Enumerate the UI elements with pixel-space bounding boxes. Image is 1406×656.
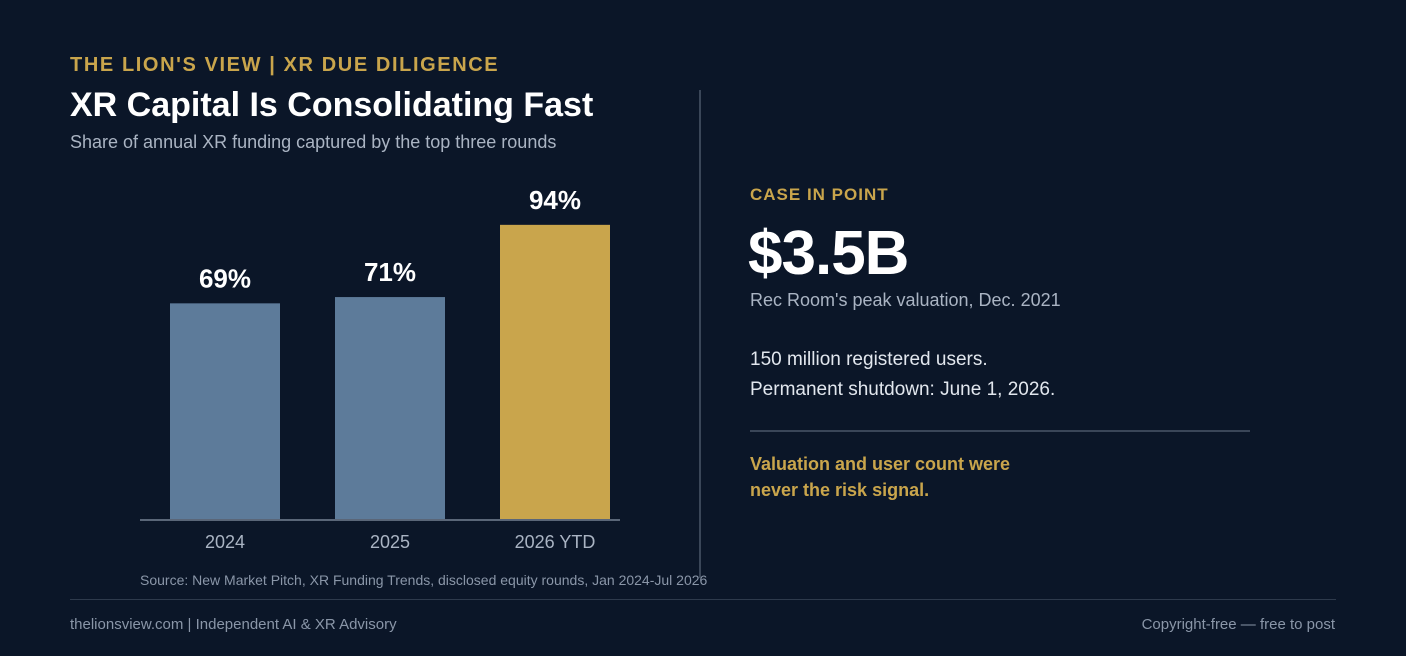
footer-site: thelionsview.com | Independent AI & XR A…: [70, 616, 397, 633]
footer-divider: [70, 599, 1336, 600]
header-kicker: THE LION'S VIEW | XR DUE DILIGENCE: [70, 54, 500, 76]
bar-2025: [335, 297, 445, 520]
valuation-figure: $3.5B: [748, 219, 909, 288]
takeaway-line-2: never the risk signal.: [750, 480, 930, 500]
takeaway-line-1: Valuation and user count were: [750, 454, 1011, 474]
shutdown-fact: Permanent shutdown: June 1, 2026.: [750, 379, 1056, 400]
case-divider: [750, 430, 1250, 432]
chart-subtitle: Share of annual XR funding captured by t…: [70, 132, 557, 152]
bar-value-label: 94%: [529, 185, 581, 215]
x-tick-label: 2024: [205, 532, 245, 552]
x-tick-label: 2025: [370, 532, 410, 552]
bar-value-label: 71%: [364, 257, 416, 287]
x-tick-label: 2026 YTD: [515, 532, 596, 552]
chart-title: XR Capital Is Consolidating Fast: [70, 86, 594, 124]
bar-value-label: 69%: [199, 263, 251, 293]
bar-2026-ytd: [500, 224, 610, 520]
users-fact: 150 million registered users.: [750, 349, 988, 370]
case-kicker: CASE IN POINT: [750, 185, 889, 204]
footer-copyright: Copyright-free — free to post: [1141, 616, 1335, 633]
valuation-caption: Rec Room's peak valuation, Dec. 2021: [750, 290, 1061, 310]
bar-2024: [170, 303, 280, 520]
vertical-divider: [699, 90, 701, 578]
source-note: Source: New Market Pitch, XR Funding Tre…: [140, 572, 708, 588]
bar-chart: 69% 2024 71% 2025 94% 2026 YTD: [140, 185, 620, 552]
